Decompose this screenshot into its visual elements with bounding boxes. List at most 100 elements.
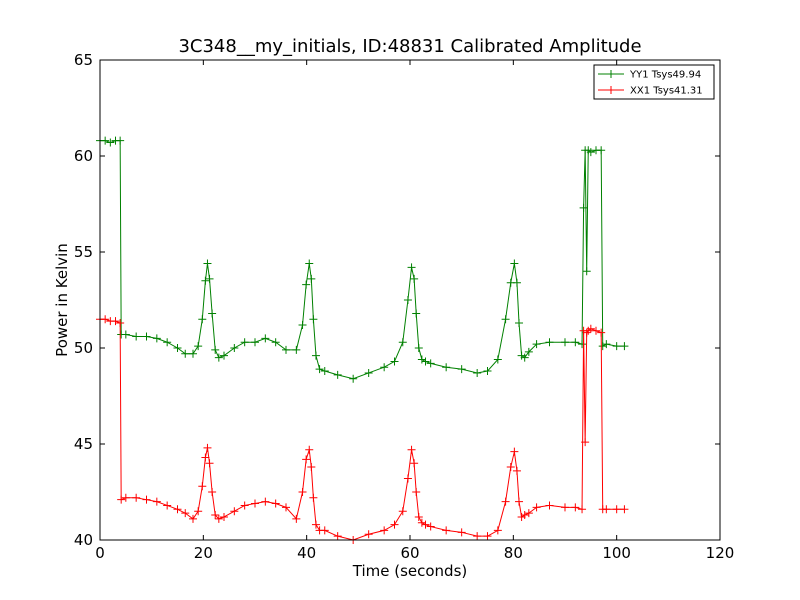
data-point bbox=[302, 455, 311, 464]
data-point bbox=[510, 259, 519, 268]
data-point bbox=[282, 345, 290, 354]
data-point bbox=[582, 267, 591, 276]
data-point bbox=[417, 355, 426, 364]
data-point bbox=[261, 497, 270, 506]
data-point bbox=[524, 347, 533, 356]
data-point bbox=[302, 280, 311, 289]
data-point bbox=[349, 374, 358, 383]
data-point bbox=[333, 532, 342, 541]
data-point bbox=[417, 518, 426, 527]
data-point bbox=[407, 445, 416, 454]
data-point bbox=[578, 340, 587, 349]
data-point bbox=[198, 315, 207, 324]
data-point bbox=[586, 148, 595, 157]
data-point bbox=[582, 328, 591, 337]
legend-label-yy1: YY1 Tsys49.94 bbox=[629, 70, 701, 81]
data-point bbox=[121, 330, 130, 339]
data-point bbox=[271, 338, 280, 347]
data-point bbox=[457, 365, 466, 374]
data-point bbox=[315, 365, 324, 374]
data-point bbox=[512, 466, 521, 475]
data-point bbox=[152, 334, 161, 343]
data-point bbox=[421, 357, 430, 366]
data-point bbox=[473, 532, 482, 541]
data-point bbox=[214, 353, 223, 362]
ticks-layer: 0 20 40 60 80 100 120 40 45 50 55 60 65 bbox=[74, 51, 734, 562]
data-point bbox=[220, 351, 228, 360]
data-point bbox=[532, 503, 541, 512]
data-point bbox=[493, 526, 502, 535]
data-point bbox=[620, 342, 629, 351]
data-point bbox=[211, 511, 220, 520]
y-axis-label: Power in Kelvin bbox=[53, 243, 71, 357]
data-point bbox=[364, 368, 373, 377]
data-point bbox=[473, 368, 482, 377]
data-point bbox=[403, 296, 412, 304]
data-point bbox=[116, 136, 125, 145]
data-point bbox=[390, 520, 399, 529]
data-point bbox=[414, 344, 423, 352]
legend: YY1 Tsys49.94 XX1 Tsys41.31 bbox=[593, 64, 715, 100]
data-point bbox=[261, 334, 270, 343]
data-point bbox=[298, 488, 307, 496]
data-point bbox=[121, 493, 130, 502]
data-point bbox=[251, 338, 259, 347]
data-point bbox=[426, 522, 435, 531]
data-point bbox=[457, 528, 466, 537]
data-point bbox=[586, 324, 595, 333]
legend-marker-1 bbox=[607, 86, 615, 94]
data-point bbox=[442, 363, 451, 372]
x-tick-label: 20 bbox=[194, 544, 213, 562]
data-point bbox=[208, 309, 217, 318]
data-point bbox=[510, 447, 519, 456]
data-point bbox=[410, 274, 419, 283]
data-point bbox=[311, 520, 320, 529]
data-point bbox=[309, 315, 318, 324]
data-point bbox=[189, 349, 197, 358]
data-point bbox=[442, 526, 451, 535]
y-tick-label: 65 bbox=[74, 51, 93, 69]
data-point bbox=[602, 340, 611, 349]
y-tick-label: 50 bbox=[74, 339, 93, 357]
data-point bbox=[132, 332, 141, 341]
data-point bbox=[292, 514, 301, 523]
data-point bbox=[163, 501, 172, 510]
data-point bbox=[101, 136, 110, 145]
data-point bbox=[532, 340, 541, 349]
data-point bbox=[620, 505, 629, 514]
data-point bbox=[571, 503, 580, 512]
data-point bbox=[592, 326, 600, 335]
data-point bbox=[106, 138, 115, 147]
data-point bbox=[612, 505, 621, 514]
data-point bbox=[398, 507, 407, 516]
data-point bbox=[189, 514, 197, 523]
data-point bbox=[515, 497, 524, 506]
x-tick-label: 0 bbox=[95, 544, 105, 562]
data-point bbox=[561, 503, 569, 512]
data-point bbox=[307, 463, 316, 472]
data-point bbox=[407, 263, 416, 272]
data-point bbox=[571, 338, 580, 347]
data-point bbox=[515, 319, 524, 328]
data-point bbox=[251, 499, 259, 508]
data-point bbox=[597, 146, 606, 155]
data-point bbox=[142, 495, 151, 504]
x-tick-label: 40 bbox=[297, 544, 316, 562]
series-layer bbox=[96, 136, 629, 544]
legend-marker-0 bbox=[607, 70, 615, 78]
data-point bbox=[412, 488, 421, 496]
data-point bbox=[173, 344, 182, 352]
data-point bbox=[132, 493, 141, 502]
y-tick-label: 45 bbox=[74, 435, 93, 453]
data-point bbox=[380, 363, 389, 372]
data-point bbox=[364, 530, 373, 539]
data-point bbox=[561, 338, 569, 347]
data-point bbox=[101, 315, 110, 324]
data-point bbox=[320, 526, 329, 535]
data-point bbox=[579, 203, 588, 212]
data-point bbox=[493, 355, 502, 364]
data-point bbox=[380, 526, 389, 535]
legend-box bbox=[593, 64, 715, 100]
legend-label-xx1: XX1 Tsys41.31 bbox=[630, 86, 703, 97]
